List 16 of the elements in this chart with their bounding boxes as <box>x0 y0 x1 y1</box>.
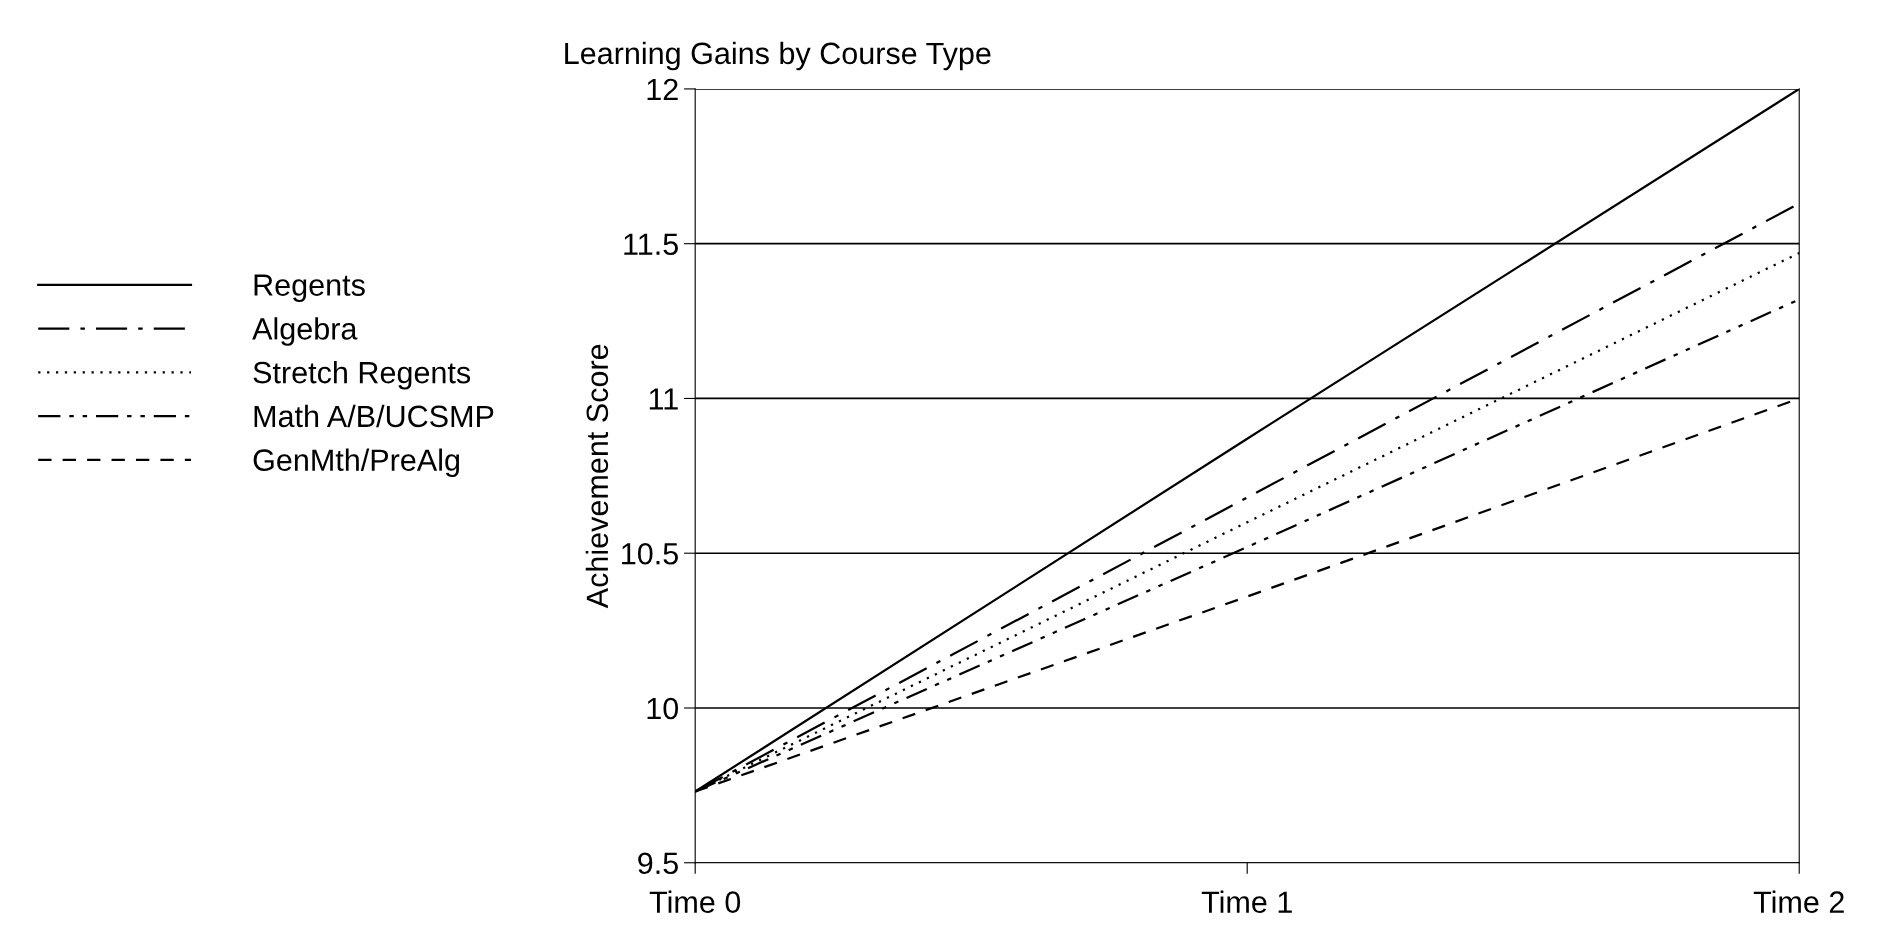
y-tick-label: 9.5 <box>638 852 678 875</box>
x-tick-label: Time 1 <box>1201 890 1292 913</box>
y-tick-label: 10 <box>647 697 679 720</box>
legend-label: Regents <box>254 274 365 302</box>
y-tick-label: 11.5 <box>624 233 678 256</box>
legend-label: Algebra <box>252 317 358 346</box>
y-tick-label: 11 <box>649 388 678 410</box>
x-tick-label: Time 2 <box>1753 890 1844 913</box>
x-tick-label: Time 0 <box>649 890 741 913</box>
y-axis-title: Achievement Score <box>585 344 609 609</box>
y-tick-label: 10.5 <box>622 542 678 565</box>
legend-label: GenMth/PreAlg <box>253 448 460 477</box>
y-tick-label: 12 <box>647 78 678 100</box>
legend-label: Stretch Regents <box>253 361 471 390</box>
legend-label: Math A/B/UCSMP <box>254 404 494 428</box>
chart-title: Learning Gains by Course Type <box>565 41 991 71</box>
